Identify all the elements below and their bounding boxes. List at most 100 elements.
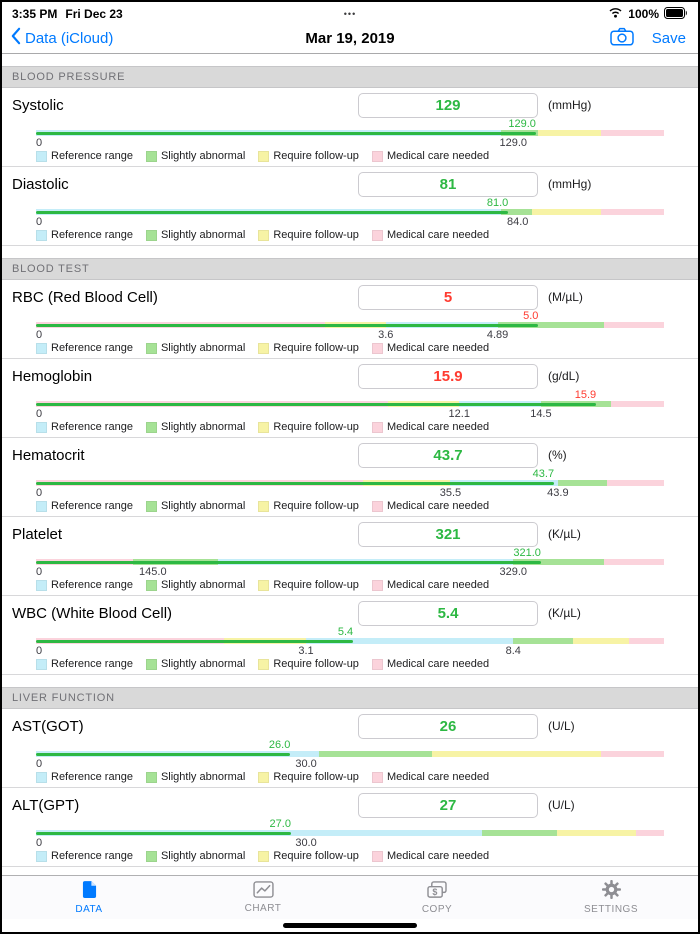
tab-settings[interactable]: SETTINGS [524, 876, 698, 919]
metric-value-input[interactable] [358, 521, 538, 547]
scale-label: 4.89 [486, 329, 509, 341]
bar-scale: 0 129.0 [36, 136, 664, 149]
legend-label: Slightly abnormal [160, 421, 246, 433]
metric-value-input[interactable] [358, 363, 538, 389]
legend-swatch [371, 658, 383, 670]
zone-legend: Reference range Slightly abnormal Requir… [36, 420, 698, 434]
back-button[interactable]: Data (iCloud) [10, 27, 113, 49]
metric-row: RBC (Red Blood Cell) (M/µL) 5.0 0 3.6 4.89… [2, 280, 698, 359]
bar-area: 5.0 0 3.6 4.89 [36, 310, 664, 341]
metric-top: Diastolic (mmHg) [2, 171, 698, 197]
metric-value-input[interactable] [358, 792, 538, 818]
metric-value-input[interactable] [358, 171, 538, 197]
metric-name: WBC (White Blood Cell) [12, 604, 173, 622]
legend-item: Require follow-up [258, 150, 359, 162]
medical-zone-segment [604, 559, 664, 565]
metric-name: Systolic [12, 96, 64, 114]
legend-swatch [145, 771, 157, 783]
range-bar [36, 480, 664, 486]
metric-row: AST(GOT) (U/L) 26.0 030.0 Reference rang… [2, 709, 698, 788]
metric-row: Hematocrit (%) 43.7 0 35.5 43.9 Reference … [2, 438, 698, 517]
metric-value-input[interactable] [358, 442, 538, 468]
back-label: Data (iCloud) [25, 29, 114, 47]
nav-actions: Save [610, 27, 686, 50]
tab-copy[interactable]: $ COPY [350, 876, 524, 919]
metric-name: ALT(GPT) [12, 796, 80, 814]
tab-data[interactable]: DATA [2, 876, 176, 919]
range-bar [36, 638, 664, 644]
marker-row: 81.0 [36, 197, 664, 209]
home-indicator[interactable] [283, 923, 417, 928]
legend-swatch [371, 771, 383, 783]
followup-zone-segment [557, 830, 636, 836]
scale-label: 8.4 [505, 645, 521, 657]
metric-value-input[interactable] [358, 600, 538, 626]
bar-scale: 0 84.0 [36, 215, 664, 228]
tab-chart[interactable]: CHART [176, 876, 350, 919]
bar-value-marker: 321.0 [513, 547, 541, 559]
metric-value-input[interactable] [358, 92, 538, 118]
legend-item: Reference range [36, 850, 133, 862]
legend-swatch [258, 850, 270, 862]
metric-value-input[interactable] [358, 284, 538, 310]
bar-value-marker: 27.0 [269, 818, 291, 830]
legend-label: Require follow-up [273, 150, 359, 162]
range-bar [36, 751, 664, 757]
value-line [36, 210, 509, 214]
chart-icon [252, 881, 274, 901]
camera-button[interactable] [610, 27, 634, 50]
metric-value-input[interactable] [358, 713, 538, 739]
metric-unit: (U/L) [548, 798, 575, 812]
bar-scale: 0 3.6 4.89 [36, 328, 664, 341]
reference-zone-segment [306, 638, 514, 644]
legend-label: Slightly abnormal [160, 658, 246, 670]
legend-swatch [258, 229, 270, 241]
medical-zone-segment [601, 130, 664, 136]
zone-legend: Reference range Slightly abnormal Requir… [36, 499, 698, 513]
legend-item: Medical care needed [371, 658, 489, 670]
value-line [36, 639, 354, 643]
legend-item: Medical care needed [371, 771, 490, 783]
section-header: BLOOD TEST [2, 258, 698, 280]
marker-row: 129.0 [36, 118, 664, 130]
metric-unit: (g/dL) [548, 369, 580, 383]
status-date: Fri Dec 23 [65, 7, 123, 21]
medical-zone-segment [601, 751, 664, 757]
legend-swatch [258, 150, 270, 162]
bar-scale: 0 30.0 [36, 836, 664, 849]
legend-label: Medical care needed [386, 150, 490, 162]
legend-swatch [36, 421, 47, 433]
range-bar [36, 830, 664, 836]
value-line [36, 752, 291, 756]
metric-name: Hematocrit [12, 446, 85, 464]
bar-value-marker: 26.0 [268, 739, 291, 751]
bar-area: 15.9 0 12.1 14.5 [36, 389, 664, 420]
bar-value-marker: 129.0 [508, 118, 536, 130]
legend-swatch [145, 579, 157, 591]
legend-item: Require follow-up [258, 850, 359, 862]
legend-label: Medical care needed [386, 771, 490, 783]
bar-value-marker: 15.9 [574, 389, 597, 401]
back-chevron-icon [10, 27, 21, 49]
legend-label: Medical care needed [386, 579, 490, 591]
metric-name: AST(GOT) [12, 717, 84, 735]
bar-area: 26.0 0 30.0 [36, 739, 664, 770]
scale-label: 0 [36, 137, 43, 149]
range-bar [36, 559, 664, 565]
legend-item: Require follow-up [258, 342, 359, 354]
bar-area: 5.4 0 3.1 8.4 [36, 626, 664, 657]
legend-swatch [371, 421, 383, 433]
legend-swatch [145, 850, 157, 862]
metric-row: Hemoglobin (g/dL) 15.9 0 12.1 14.5 Referen… [2, 359, 698, 438]
value-line [36, 402, 597, 406]
status-right: 100% [608, 6, 688, 22]
save-button[interactable]: Save [651, 29, 686, 47]
svg-text:$: $ [432, 886, 437, 896]
legend-label: Require follow-up [273, 342, 359, 354]
legend-item: Medical care needed [371, 579, 490, 591]
slight-zone-segment [481, 830, 558, 836]
legend-swatch [145, 658, 157, 670]
medical-zone-segment [601, 209, 664, 215]
bar-value-marker: 5.0 [523, 310, 539, 322]
legend-label: Slightly abnormal [160, 771, 246, 783]
